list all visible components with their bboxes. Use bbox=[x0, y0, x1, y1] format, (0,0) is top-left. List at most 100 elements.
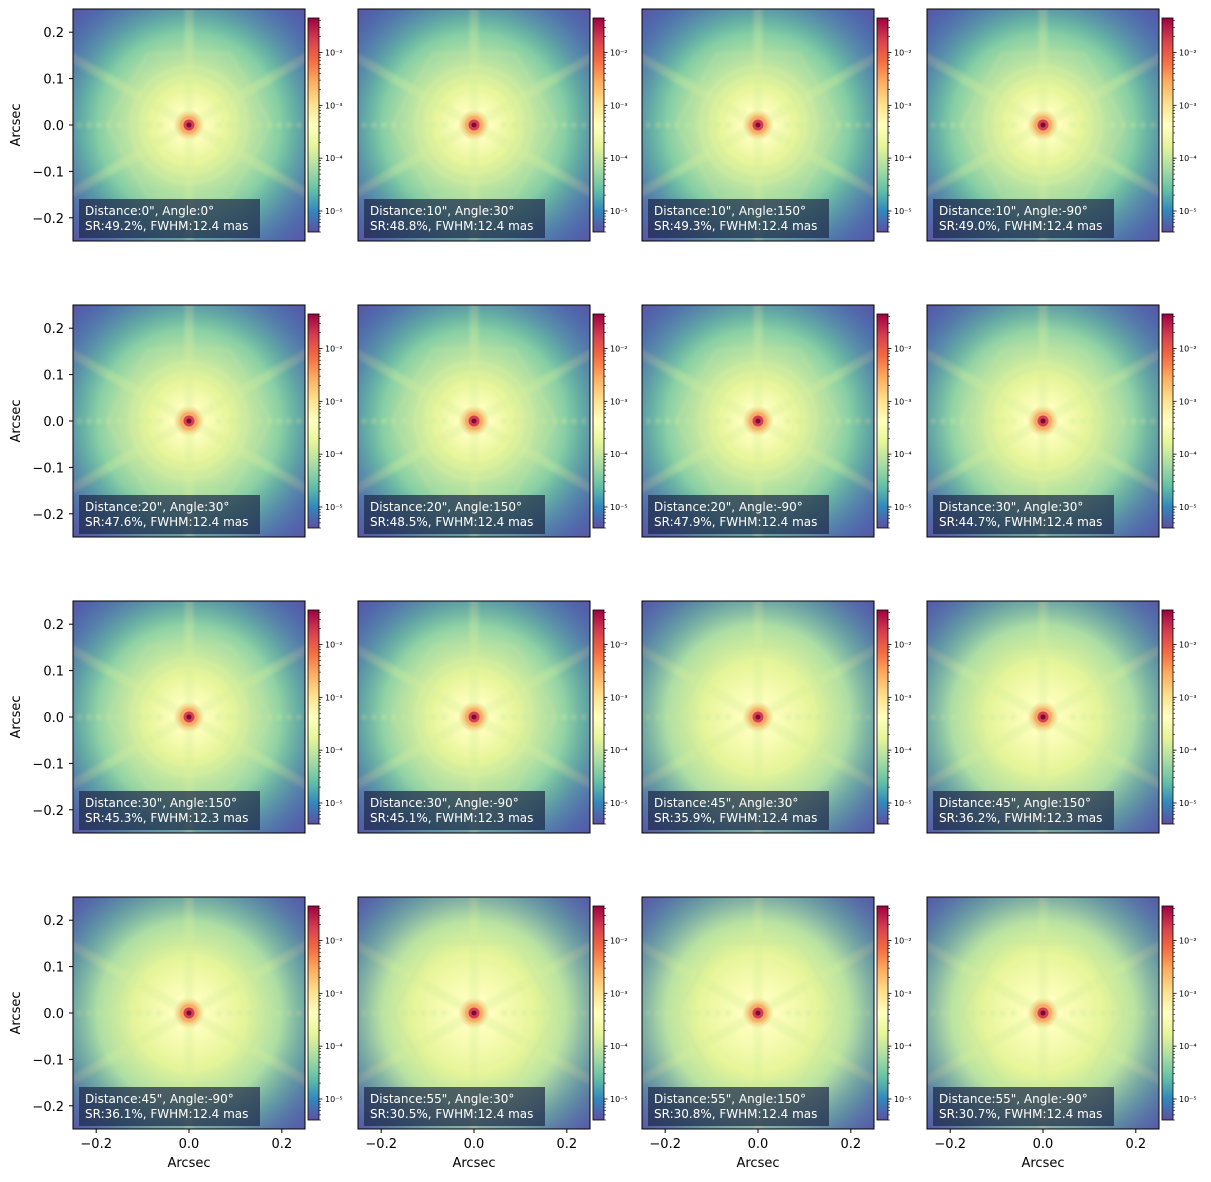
colorbar-tick-label: 10⁻⁵ bbox=[610, 799, 628, 808]
psf-peak bbox=[1040, 714, 1046, 720]
colorbar-tick-label: 10⁻² bbox=[325, 49, 343, 58]
y-tick-label: 0.1 bbox=[43, 961, 64, 976]
annotation-line2: SR:30.8%, FWHM:12.4 mas bbox=[654, 1107, 817, 1121]
psf-peak bbox=[1040, 1010, 1046, 1016]
annotation-line1: Distance:45", Angle:30° bbox=[654, 796, 798, 810]
annotation-line2: SR:36.1%, FWHM:12.4 mas bbox=[85, 1107, 248, 1121]
annotation-line2: SR:44.7%, FWHM:12.4 mas bbox=[939, 515, 1102, 529]
colorbar-tick-label: 10⁻⁴ bbox=[325, 1042, 343, 1051]
colorbar-bar bbox=[1161, 905, 1174, 1121]
psf-panel: Distance:45", Angle:150°SR:36.2%, FWHM:1… bbox=[926, 600, 1197, 834]
colorbar-tick-label: 10⁻² bbox=[1179, 641, 1197, 650]
colorbar-tick-label: 10⁻³ bbox=[325, 989, 343, 998]
annotation-box bbox=[648, 199, 829, 238]
annotation-line2: SR:48.8%, FWHM:12.4 mas bbox=[370, 219, 533, 233]
annotation-box bbox=[79, 1087, 260, 1126]
colorbar-tick-label: 10⁻⁴ bbox=[894, 450, 912, 459]
psf-image bbox=[927, 9, 1159, 241]
colorbar: 10⁻² 10⁻³ 10⁻⁴ 10⁻⁵ bbox=[1161, 609, 1197, 825]
colorbar-tick-label: 10⁻⁴ bbox=[894, 746, 912, 755]
axes-frame bbox=[641, 8, 875, 242]
y-axis-label: Arcsec bbox=[9, 103, 24, 146]
psf-peak bbox=[1040, 122, 1046, 128]
annotation-line2: SR:30.7%, FWHM:12.4 mas bbox=[939, 1107, 1102, 1121]
psf-panel: Distance:45", Angle:-90°SR:36.1%, FWHM:1… bbox=[9, 896, 343, 1171]
colorbar: 10⁻² 10⁻³ 10⁻⁴ 10⁻⁵ bbox=[592, 905, 628, 1121]
colorbar-bar bbox=[1161, 609, 1174, 825]
x-tick-label: 0.2 bbox=[271, 1137, 292, 1152]
psf-panel: Distance:45", Angle:30°SR:35.9%, FWHM:12… bbox=[641, 600, 912, 834]
colorbar-bar bbox=[1161, 313, 1174, 529]
annotation-line1: Distance:55", Angle:150° bbox=[654, 1092, 806, 1106]
axes-frame bbox=[357, 304, 591, 538]
colorbar-bar bbox=[1161, 17, 1174, 233]
x-tick-label: 0.0 bbox=[464, 1137, 485, 1152]
psf-peak bbox=[755, 1010, 761, 1016]
colorbar-tick-label: 10⁻⁴ bbox=[325, 450, 343, 459]
colorbar-tick-label: 10⁻² bbox=[610, 49, 628, 58]
colorbar: 10⁻² 10⁻³ 10⁻⁴ 10⁻⁵ bbox=[876, 313, 912, 529]
colorbar-tick-label: 10⁻⁵ bbox=[1179, 799, 1197, 808]
colorbar-tick-label: 10⁻⁴ bbox=[894, 154, 912, 163]
colorbar-tick-label: 10⁻⁵ bbox=[610, 1095, 628, 1104]
y-tick-label: −0.2 bbox=[32, 1100, 64, 1115]
y-tick-label: −0.1 bbox=[32, 757, 64, 772]
colorbar-bar bbox=[307, 17, 320, 233]
colorbar-bar bbox=[592, 905, 605, 1121]
colorbar-tick-label: 10⁻² bbox=[325, 937, 343, 946]
annotation-line1: Distance:55", Angle:-90° bbox=[939, 1092, 1088, 1106]
colorbar-tick-label: 10⁻³ bbox=[894, 693, 912, 702]
psf-peak bbox=[471, 122, 477, 128]
psf-panel: Distance:10", Angle:-90°SR:49.0%, FWHM:1… bbox=[926, 8, 1197, 242]
y-tick-label: −0.2 bbox=[32, 804, 64, 819]
colorbar-tick-label: 10⁻⁵ bbox=[894, 503, 912, 512]
annotation-box bbox=[933, 791, 1114, 830]
colorbar-bar bbox=[876, 609, 889, 825]
psf-panel: Distance:20", Angle:150°SR:48.5%, FWHM:1… bbox=[357, 304, 628, 538]
axes-frame bbox=[641, 600, 875, 834]
annotation-line2: SR:49.2%, FWHM:12.4 mas bbox=[85, 219, 248, 233]
colorbar: 10⁻² 10⁻³ 10⁻⁴ 10⁻⁵ bbox=[592, 17, 628, 233]
psf-peak bbox=[471, 1010, 477, 1016]
psf-peak bbox=[186, 122, 192, 128]
colorbar-bar bbox=[307, 905, 320, 1121]
colorbar: 10⁻² 10⁻³ 10⁻⁴ 10⁻⁵ bbox=[1161, 17, 1197, 233]
colorbar-tick-label: 10⁻² bbox=[610, 641, 628, 650]
colorbar-tick-label: 10⁻⁴ bbox=[325, 746, 343, 755]
colorbar: 10⁻² 10⁻³ 10⁻⁴ 10⁻⁵ bbox=[307, 17, 343, 233]
colorbar-tick-label: 10⁻⁵ bbox=[1179, 207, 1197, 216]
x-tick-label: 0.2 bbox=[1125, 1137, 1146, 1152]
colorbar-tick-label: 10⁻⁴ bbox=[610, 746, 628, 755]
colorbar-tick-label: 10⁻⁵ bbox=[610, 503, 628, 512]
x-axis-label: Arcsec bbox=[736, 1156, 779, 1171]
annotation-box bbox=[648, 791, 829, 830]
colorbar: 10⁻² 10⁻³ 10⁻⁴ 10⁻⁵ bbox=[876, 609, 912, 825]
psf-panel: Distance:20", Angle:-90°SR:47.9%, FWHM:1… bbox=[641, 304, 912, 538]
annotation-line2: SR:49.0%, FWHM:12.4 mas bbox=[939, 219, 1102, 233]
colorbar-tick-label: 10⁻⁴ bbox=[610, 1042, 628, 1051]
x-tick-label: 0.2 bbox=[840, 1137, 861, 1152]
colorbar-bar bbox=[592, 609, 605, 825]
y-tick-label: 0.0 bbox=[43, 711, 64, 726]
psf-peak bbox=[186, 1010, 192, 1016]
colorbar-tick-label: 10⁻⁵ bbox=[894, 1095, 912, 1104]
psf-panel: Distance:10", Angle:30°SR:48.8%, FWHM:12… bbox=[357, 8, 628, 242]
annotation-line1: Distance:20", Angle:150° bbox=[370, 500, 522, 514]
psf-image bbox=[642, 601, 874, 833]
y-axis-label: Arcsec bbox=[9, 695, 24, 738]
y-tick-label: 0.0 bbox=[43, 415, 64, 430]
psf-image bbox=[927, 601, 1159, 833]
colorbar-tick-label: 10⁻³ bbox=[325, 101, 343, 110]
x-tick-label: −0.2 bbox=[934, 1137, 966, 1152]
x-tick-label: −0.2 bbox=[365, 1137, 397, 1152]
colorbar-bar bbox=[876, 313, 889, 529]
y-tick-label: 0.1 bbox=[43, 73, 64, 88]
colorbar-tick-label: 10⁻⁵ bbox=[894, 207, 912, 216]
psf-panel: Distance:30", Angle:30°SR:44.7%, FWHM:12… bbox=[926, 304, 1197, 538]
psf-peak bbox=[755, 714, 761, 720]
y-tick-label: −0.1 bbox=[32, 165, 64, 180]
colorbar-tick-label: 10⁻⁴ bbox=[610, 450, 628, 459]
colorbar-bar bbox=[876, 905, 889, 1121]
colorbar: 10⁻² 10⁻³ 10⁻⁴ 10⁻⁵ bbox=[307, 609, 343, 825]
annotation-box bbox=[648, 495, 829, 534]
